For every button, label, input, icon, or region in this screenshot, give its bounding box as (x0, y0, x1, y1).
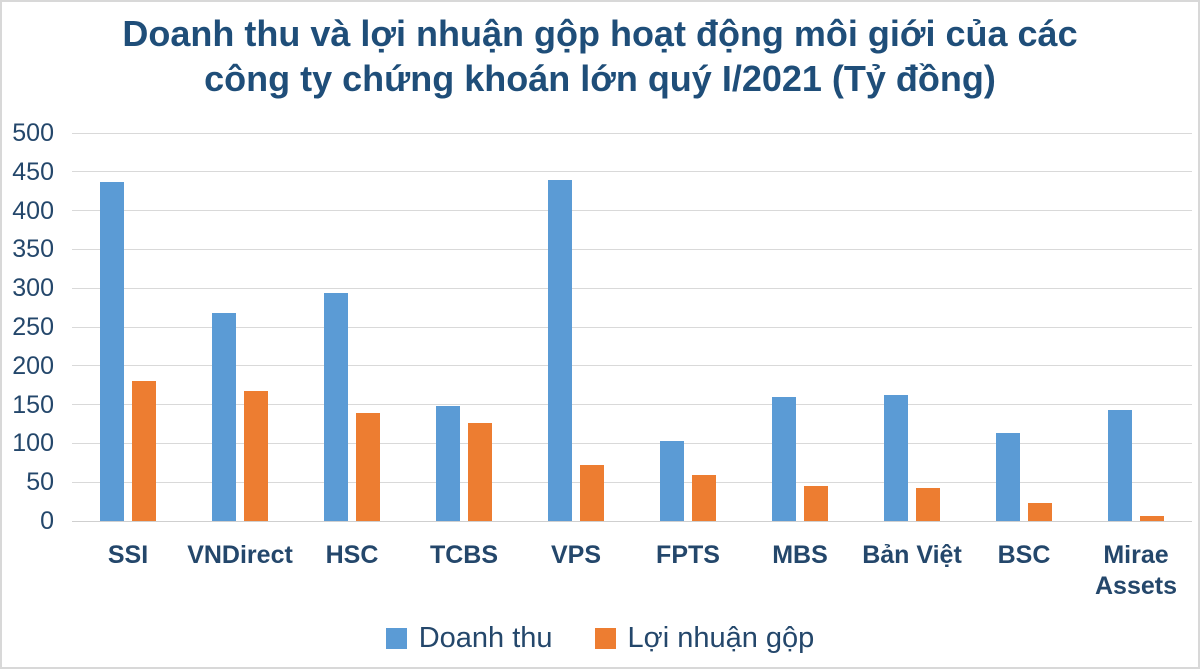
y-axis-tick-label-150: 150 (12, 390, 54, 419)
x-axis-label-mirae-assets: Mirae Assets (1095, 541, 1177, 600)
gridline-200 (72, 365, 1192, 367)
gridline-400 (72, 210, 1192, 212)
bar-loi-nhuan-gop-mirae-assets (1140, 515, 1164, 521)
x-axis-label-mbs: MBS (772, 541, 828, 569)
y-axis-tick-label-250: 250 (12, 313, 54, 341)
bar-groups (72, 133, 1192, 521)
bar-loi-nhuan-gop-fpts (692, 475, 716, 521)
bar-doanh-thu-hsc (324, 292, 348, 521)
bar-loi-nhuan-gop-hsc (356, 413, 380, 521)
legend-item-doanh-thu: Doanh thu (385, 621, 553, 655)
bar-doanh-thu-fpts (660, 441, 684, 521)
gridline-250 (72, 326, 1192, 328)
bar-doanh-thu-ban-viet (884, 394, 908, 521)
gridline-0 (72, 520, 1192, 522)
gridline-150 (72, 404, 1192, 406)
bar-group-ban-viet (856, 133, 968, 521)
chart-title-line-1: Doanh thu và lợi nhuận gộp hoạt động môi… (122, 13, 1078, 54)
bar-group-bsc (968, 133, 1080, 521)
bar-group-ssi (72, 133, 184, 521)
y-axis-tick-label-350: 350 (12, 235, 54, 264)
bar-group-fpts (632, 133, 744, 521)
bar-group-vps (520, 133, 632, 521)
y-axis-tick-label-300: 300 (12, 274, 54, 303)
legend-label-loi-nhuan-gop: Lợi nhuận gộp (627, 622, 815, 654)
x-axis-label-hsc: HSC (325, 541, 379, 569)
y-axis-tick-label-450: 450 (12, 157, 54, 186)
y-axis-tick-label-200: 200 (12, 351, 54, 380)
chart-title-line-2: công ty chứng khoán lớn quý I/2021 (Tỷ đ… (204, 58, 996, 99)
bar-group-vndirect (184, 133, 296, 521)
gridline-450 (72, 171, 1192, 173)
y-axis-tick-label-400: 400 (12, 196, 54, 225)
bar-doanh-thu-mirae-assets (1108, 410, 1132, 521)
x-axis-label-fpts: FPTS (656, 541, 720, 569)
bar-group-tcbs (408, 133, 520, 521)
bar-doanh-thu-ssi (100, 181, 124, 521)
gridline-350 (72, 248, 1192, 250)
legend-label-doanh-thu: Doanh thu (418, 622, 553, 654)
bar-doanh-thu-vps (548, 179, 572, 521)
y-axis-tick-label-100: 100 (12, 429, 54, 458)
gridline-500 (72, 132, 1192, 134)
bar-doanh-thu-bsc (996, 433, 1020, 521)
x-axis-label-ban-viet: Bản Việt (862, 541, 962, 569)
bar-loi-nhuan-gop-vndirect (244, 391, 268, 521)
bar-loi-nhuan-gop-tcbs (468, 423, 492, 521)
x-axis-label-tcbs: TCBS (429, 541, 499, 569)
bar-group-mbs (744, 133, 856, 521)
gridline-50 (72, 481, 1192, 483)
bar-doanh-thu-vndirect (212, 313, 236, 521)
legend-swatch-loi-nhuan-gop-icon (594, 627, 616, 649)
bar-doanh-thu-tcbs (436, 406, 460, 521)
bar-loi-nhuan-gop-ssi (132, 381, 156, 521)
y-axis-tick-label-50: 50 (26, 468, 54, 497)
legend-swatch-doanh-thu-icon (385, 627, 407, 649)
legend: Doanh thu Lợi nhuận gộp (2, 621, 1198, 655)
x-axis-label-vps: VPS (550, 541, 602, 569)
legend-item-loi-nhuan-gop: Lợi nhuận gộp (594, 621, 815, 655)
gridline-300 (72, 287, 1192, 289)
x-axis-label-ssi: SSI (107, 541, 149, 569)
x-axis-label-bsc: BSC (997, 541, 1051, 569)
bar-doanh-thu-mbs (772, 396, 796, 521)
bar-group-hsc (296, 133, 408, 521)
bar-loi-nhuan-gop-bsc (1028, 503, 1052, 521)
bar-group-mirae-assets (1080, 133, 1192, 521)
chart-title: Doanh thu và lợi nhuận gộp hoạt động môi… (2, 11, 1198, 101)
bar-loi-nhuan-gop-ban-viet (916, 488, 940, 521)
x-axis-label-vndirect: VNDirect (187, 541, 293, 569)
plot-area: 0 50 100 150 200 250 300 350 400 450 500 SSI VNDirec… (12, 119, 1192, 600)
y-axis-tick-label-500: 500 (12, 119, 54, 147)
bar-loi-nhuan-gop-vps (580, 465, 604, 521)
y-axis-tick-label-0: 0 (40, 507, 54, 535)
bar-loi-nhuan-gop-mbs (804, 486, 828, 521)
gridline-100 (72, 442, 1192, 444)
